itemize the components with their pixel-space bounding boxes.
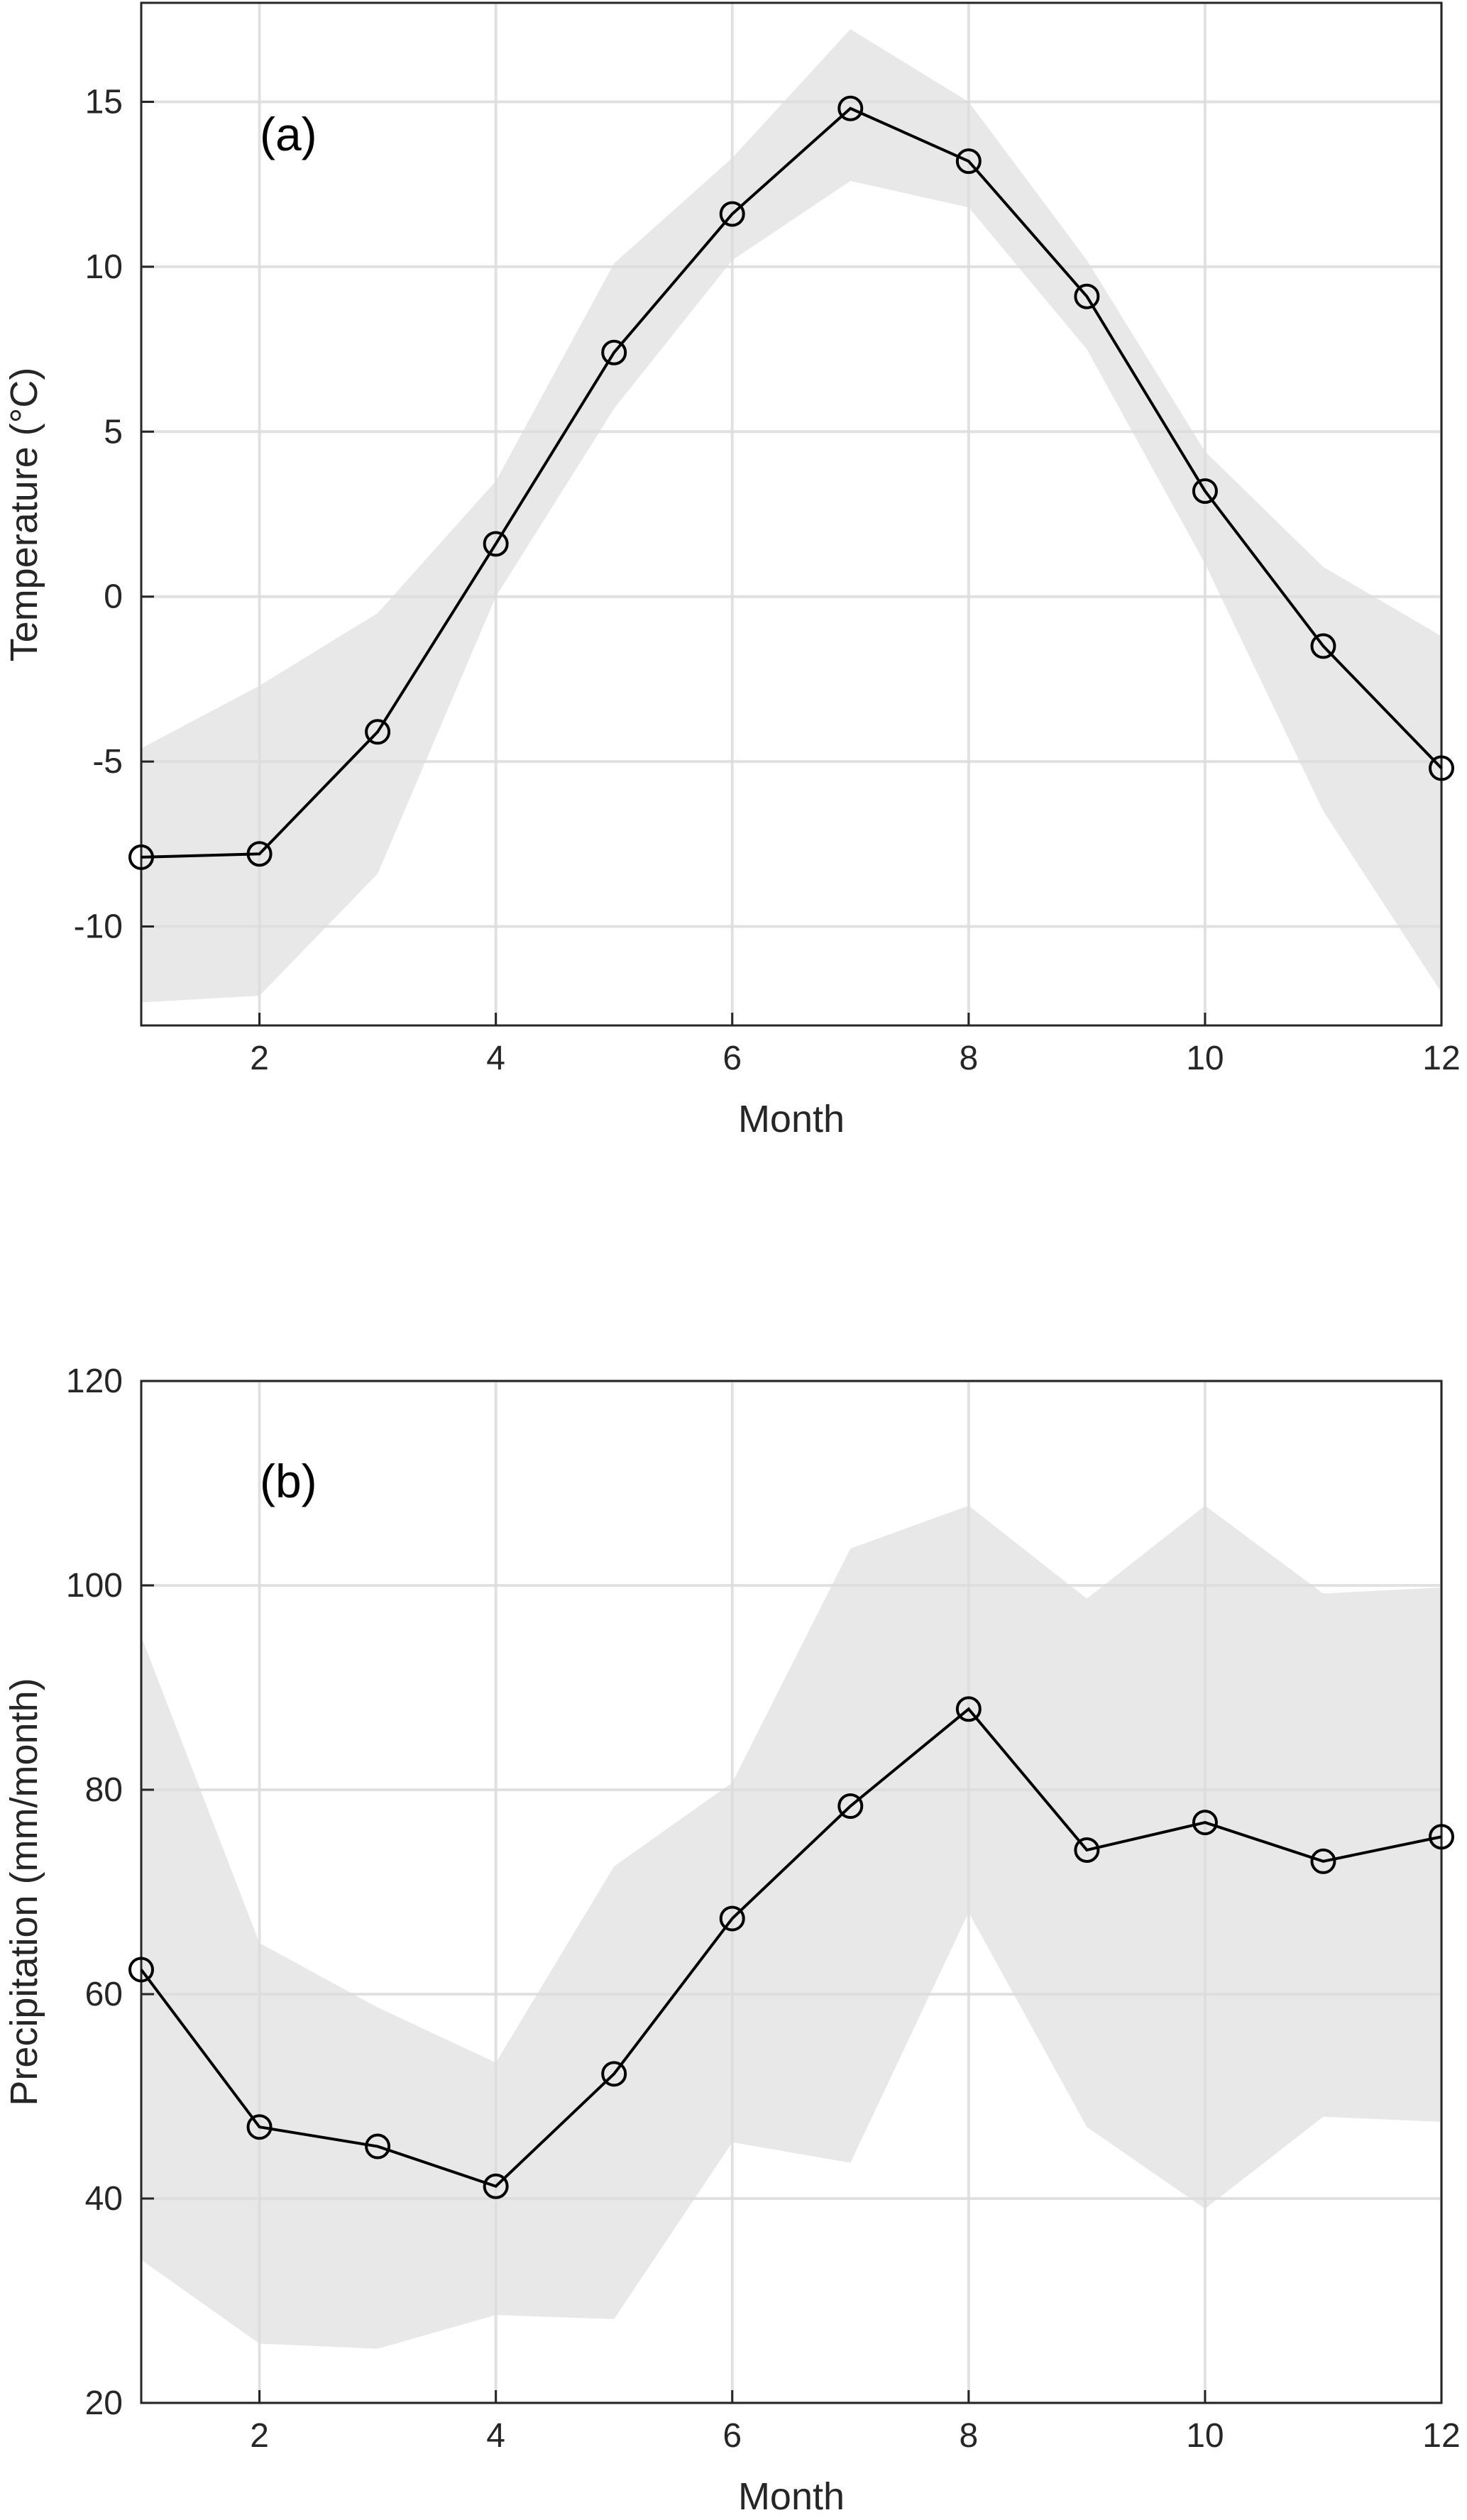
- y-tick-label: 5: [104, 413, 123, 451]
- y-tick-label: 120: [66, 1363, 123, 1400]
- y-tick-label: 60: [85, 1976, 123, 2013]
- mean-line: [140, 1707, 1442, 2189]
- data-point: [483, 531, 509, 557]
- data-point: [1192, 478, 1218, 504]
- y-tick-label: 10: [85, 248, 123, 286]
- x-axis-label-b: Month: [738, 2475, 845, 2518]
- panel-label-a: (a): [260, 108, 317, 160]
- temperature-panel: 2 4 6 8 10 12 -10 -5 0 5 10 15 (a) Month Temperatur…: [3, 1, 1461, 1140]
- data-point: [837, 95, 864, 121]
- data-point: [246, 841, 273, 867]
- data-point: [128, 1957, 154, 1983]
- x-tick-label: 12: [1422, 1040, 1460, 1077]
- x-tick-label: 10: [1186, 1040, 1224, 1077]
- x-tick-label: 8: [959, 2417, 978, 2455]
- x-axis-label-a: Month: [738, 1098, 845, 1140]
- x-tick-label: 8: [959, 1040, 978, 1077]
- x-tick-label: 6: [722, 1040, 742, 1077]
- data-point: [483, 2173, 509, 2199]
- x-tick-label: 6: [722, 2417, 742, 2455]
- y-tick-label: 80: [85, 1771, 123, 1809]
- y-tick-label: 15: [85, 83, 123, 121]
- data-point: [955, 1696, 982, 1722]
- uncertainty-band: [141, 29, 1441, 1003]
- y-tick-label: -5: [92, 743, 123, 781]
- axes-box: [140, 1380, 1443, 2404]
- mean-line: [141, 106, 1443, 859]
- data-point: [1429, 1824, 1454, 1850]
- y-tick-label: 40: [85, 2180, 123, 2218]
- data-point: [1192, 1810, 1218, 1836]
- data-point: [1074, 1837, 1100, 1863]
- data-point: [719, 1905, 745, 1932]
- uncertainty-band: [141, 1505, 1441, 2349]
- y-axis-label-b: Precipitation (mm/month): [3, 1678, 45, 2106]
- data-point: [837, 1793, 864, 1820]
- y-tick-label: 20: [85, 2384, 123, 2422]
- x-tick-label: 4: [486, 1040, 505, 1077]
- data-point: [1429, 755, 1454, 781]
- data-point: [1310, 633, 1336, 659]
- data-point: [246, 2114, 273, 2140]
- data-point: [365, 719, 391, 745]
- y-tick-label: 0: [104, 578, 123, 616]
- data-point: [1074, 283, 1100, 309]
- x-tick-label: 2: [250, 2417, 269, 2455]
- x-tick-label: 12: [1422, 2417, 1460, 2455]
- y-axis-label-a: Temperature (°C): [3, 368, 45, 662]
- data-point: [601, 339, 627, 365]
- y-tick-label: 100: [66, 1567, 123, 1605]
- x-tick-label: 10: [1186, 2417, 1224, 2455]
- data-point: [719, 201, 745, 227]
- data-point: [128, 844, 154, 870]
- y-tick-label: -10: [74, 908, 123, 946]
- x-tick-label: 4: [486, 2417, 505, 2455]
- data-point: [1310, 1848, 1336, 1874]
- data-point: [955, 148, 982, 175]
- data-point: [365, 2133, 391, 2159]
- panel-label-b: (b): [260, 1455, 317, 1507]
- precipitation-panel: 2 4 6 8 10 12 20 40 60 80 100 120 (b) Month Precipi…: [3, 1363, 1461, 2518]
- data-point: [601, 2061, 627, 2087]
- axes-box: [140, 1, 1443, 1027]
- x-tick-label: 2: [250, 1040, 269, 1077]
